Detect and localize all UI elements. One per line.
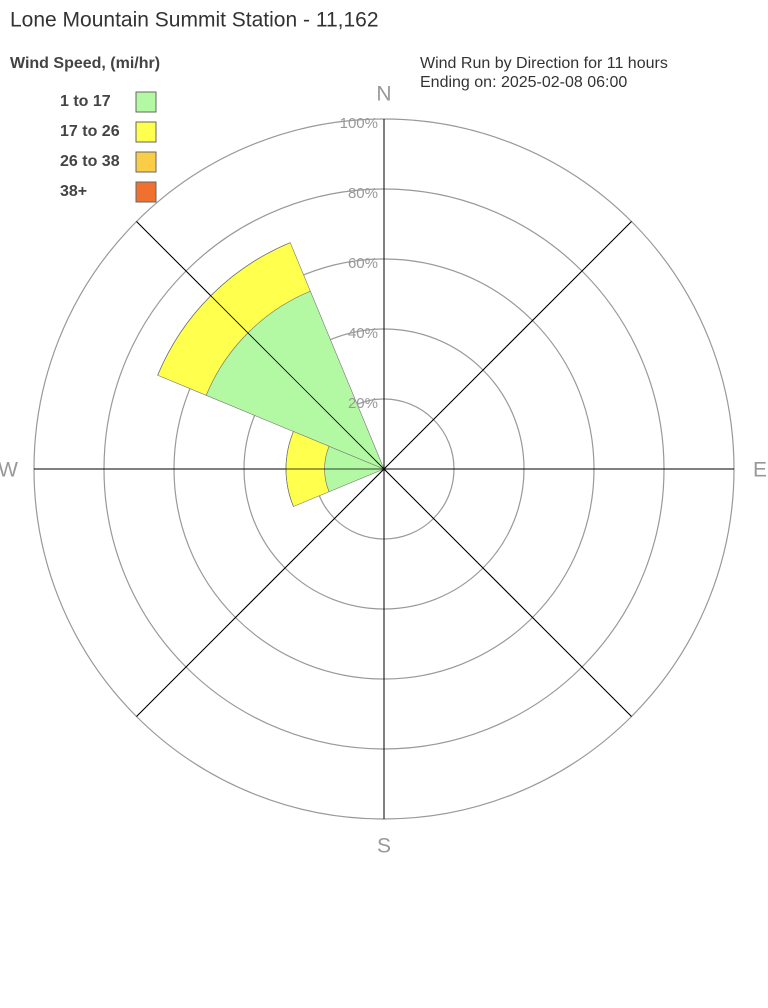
ring-label: 60% bbox=[348, 255, 378, 272]
chart-title: Lone Mountain Summit Station - 11,162 bbox=[10, 9, 379, 32]
legend-swatch bbox=[135, 151, 157, 173]
subtitle: Ending on: 2025-02-08 06:00 bbox=[420, 74, 627, 91]
compass-label: E bbox=[753, 459, 767, 482]
legend-label: 1 to 17 bbox=[60, 93, 111, 110]
legend-title: Wind Speed, (mi/hr) bbox=[10, 55, 160, 72]
ring-label: 100% bbox=[340, 115, 378, 132]
ring-label: 40% bbox=[348, 325, 378, 342]
legend-label: 38+ bbox=[60, 183, 87, 200]
direction-spoke bbox=[383, 221, 632, 470]
legend-label: 26 to 38 bbox=[60, 153, 120, 170]
legend-swatch bbox=[135, 91, 157, 113]
direction-spoke bbox=[383, 468, 632, 717]
subtitle: Wind Run by Direction for 11 hours bbox=[420, 55, 668, 72]
compass-label: N bbox=[376, 83, 391, 106]
compass-label: S bbox=[377, 835, 391, 858]
legend-label: 17 to 26 bbox=[60, 123, 120, 140]
ring-label: 20% bbox=[348, 395, 378, 412]
ring-label: 80% bbox=[348, 185, 378, 202]
compass-label: W bbox=[0, 459, 18, 482]
legend-swatch bbox=[135, 181, 157, 203]
legend-swatch bbox=[135, 121, 157, 143]
direction-spoke bbox=[136, 468, 385, 717]
direction-spoke bbox=[136, 221, 385, 470]
